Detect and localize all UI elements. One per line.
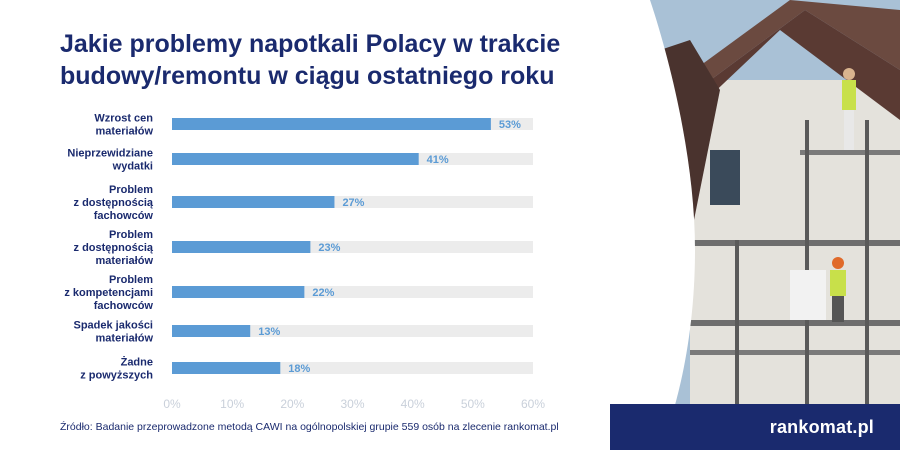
brand-logo: rankomat.pl bbox=[769, 416, 874, 437]
category-label: Nieprzewidziane wydatki bbox=[67, 148, 153, 173]
house-illustration bbox=[630, 0, 900, 450]
value-label: 22% bbox=[312, 287, 334, 299]
value-label: 13% bbox=[258, 326, 280, 338]
brand-bar: rankomat.pl bbox=[610, 404, 900, 450]
category-label: Problem z dostępnością fachowców bbox=[74, 184, 154, 222]
x-tick-label: 10% bbox=[220, 397, 244, 411]
x-tick-label: 20% bbox=[280, 397, 304, 411]
value-label: 23% bbox=[318, 242, 340, 254]
chart-title-line-1: Jakie problemy napotkali Polacy w trakci… bbox=[60, 30, 561, 58]
x-tick-label: 50% bbox=[461, 397, 485, 411]
chart-title-line-2: budowy/remontu w ciągu ostatniego roku bbox=[60, 62, 555, 90]
x-tick-label: 60% bbox=[521, 397, 545, 411]
bar bbox=[172, 286, 305, 298]
category-label: Problem z dostępnością materiałów bbox=[74, 229, 154, 267]
category-label: Żadne z powyższych bbox=[80, 356, 153, 382]
chart-title: Jakie problemy napotkali Polacy w trakci… bbox=[60, 28, 660, 92]
bar bbox=[172, 196, 335, 208]
value-label: 41% bbox=[427, 154, 449, 166]
bar bbox=[172, 241, 311, 253]
bar bbox=[172, 118, 491, 130]
bar-track bbox=[172, 325, 533, 337]
value-label: 53% bbox=[499, 119, 521, 131]
x-tick-label: 30% bbox=[340, 397, 364, 411]
construction-photo bbox=[630, 0, 900, 450]
category-label: Problem z kompetencjami fachowców bbox=[64, 274, 153, 312]
bar bbox=[172, 362, 281, 374]
category-label: Wzrost cen materiałów bbox=[94, 113, 153, 138]
x-tick-label: 0% bbox=[163, 397, 181, 411]
bar bbox=[172, 153, 419, 165]
value-label: 27% bbox=[342, 197, 364, 209]
x-tick-label: 40% bbox=[401, 397, 425, 411]
bar bbox=[172, 325, 251, 337]
source-note: Źródło: Badanie przeprowadzone metodą CA… bbox=[60, 421, 559, 433]
value-label: 18% bbox=[288, 363, 310, 375]
bar-chart: 53% Wzrost cen materiałów 41% Nieprzewidzian… bbox=[64, 113, 545, 412]
category-label: Spadek jakości materiałów bbox=[74, 320, 154, 345]
